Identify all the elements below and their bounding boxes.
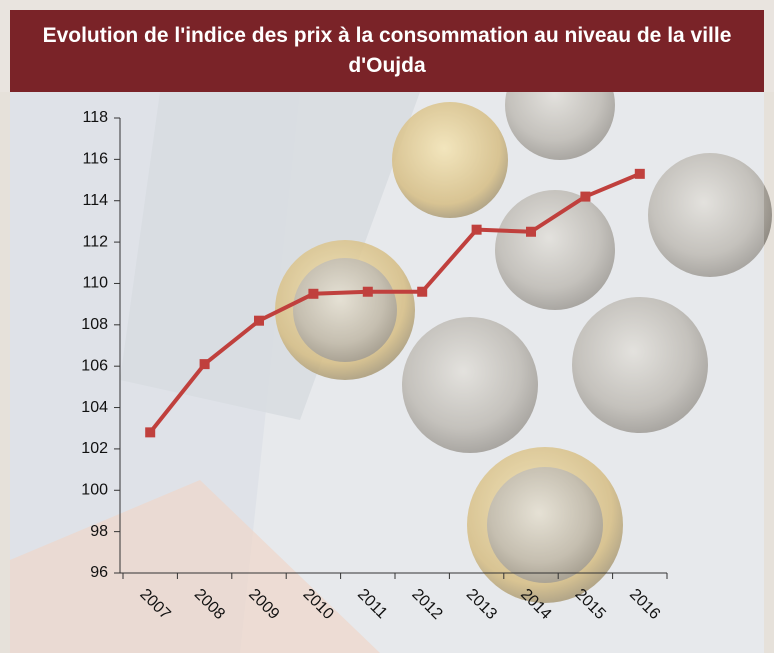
y-tick-label: 102 (81, 440, 108, 457)
marker (635, 169, 645, 179)
chart: 9698100102104106108110112114116118200720… (0, 0, 774, 653)
y-tick-label: 118 (82, 109, 108, 126)
y-tick-label: 104 (81, 399, 108, 416)
page: 9698100102104106108110112114116118200720… (0, 0, 774, 653)
background-photo (0, 50, 774, 653)
marker (200, 359, 210, 369)
marker (308, 289, 318, 299)
y-tick-label: 98 (90, 523, 108, 540)
marker (417, 287, 427, 297)
y-tick-label: 106 (81, 357, 108, 374)
marker (254, 316, 264, 326)
chart-title: Evolution de l'indice des prix à la cons… (10, 10, 764, 92)
marker (145, 427, 155, 437)
y-tick-label: 110 (82, 275, 108, 292)
marker (580, 192, 590, 202)
y-tick-label: 108 (81, 316, 108, 333)
marker (472, 225, 482, 235)
marker (363, 287, 373, 297)
y-tick-label: 114 (82, 192, 108, 209)
marker (526, 227, 536, 237)
y-tick-label: 100 (81, 481, 108, 498)
y-tick-label: 112 (82, 233, 108, 250)
y-tick-label: 116 (82, 151, 108, 168)
y-tick-label: 96 (90, 564, 108, 581)
